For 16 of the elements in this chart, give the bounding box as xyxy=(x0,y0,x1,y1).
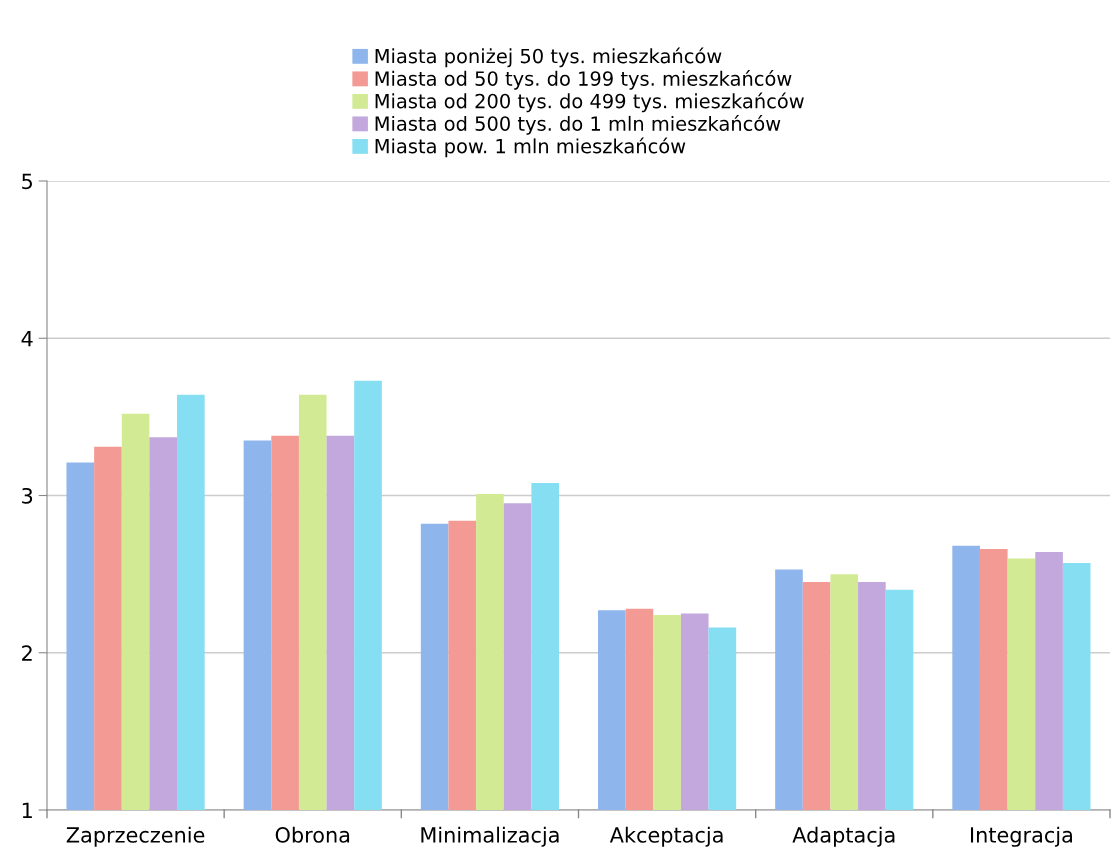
y-tick-label: 2 xyxy=(22,645,32,661)
legend-label: Miasta pow. 1 mln mieszkańców xyxy=(375,137,686,158)
x-tick-label: Obrona xyxy=(275,826,350,843)
legend-label: Miasta od 500 tys. do 1 mln mieszkańców xyxy=(375,115,781,135)
legend-label: Miasta od 200 tys. do 499 tys. mieszkańców xyxy=(375,92,804,113)
y-tick-label: 5 xyxy=(22,173,32,190)
x-tick-label: Adaptacja xyxy=(792,826,895,847)
x-tick-label: Minimalizacja xyxy=(421,826,559,847)
y-tick-label: 4 xyxy=(21,330,33,347)
x-tick-label: Akceptacja xyxy=(609,826,723,847)
y-tick-label: 3 xyxy=(22,487,33,504)
y-tick-label: 1 xyxy=(22,802,32,818)
x-tick-label: Zaprzeczenie xyxy=(66,826,205,847)
x-tick-label: Integracja xyxy=(971,826,1072,847)
legend-label: Miasta od 50 tys. do 199 tys. mieszkańców xyxy=(375,70,792,90)
legend-label: Miasta poniżej 50 tys. mieszkańców xyxy=(375,47,722,68)
